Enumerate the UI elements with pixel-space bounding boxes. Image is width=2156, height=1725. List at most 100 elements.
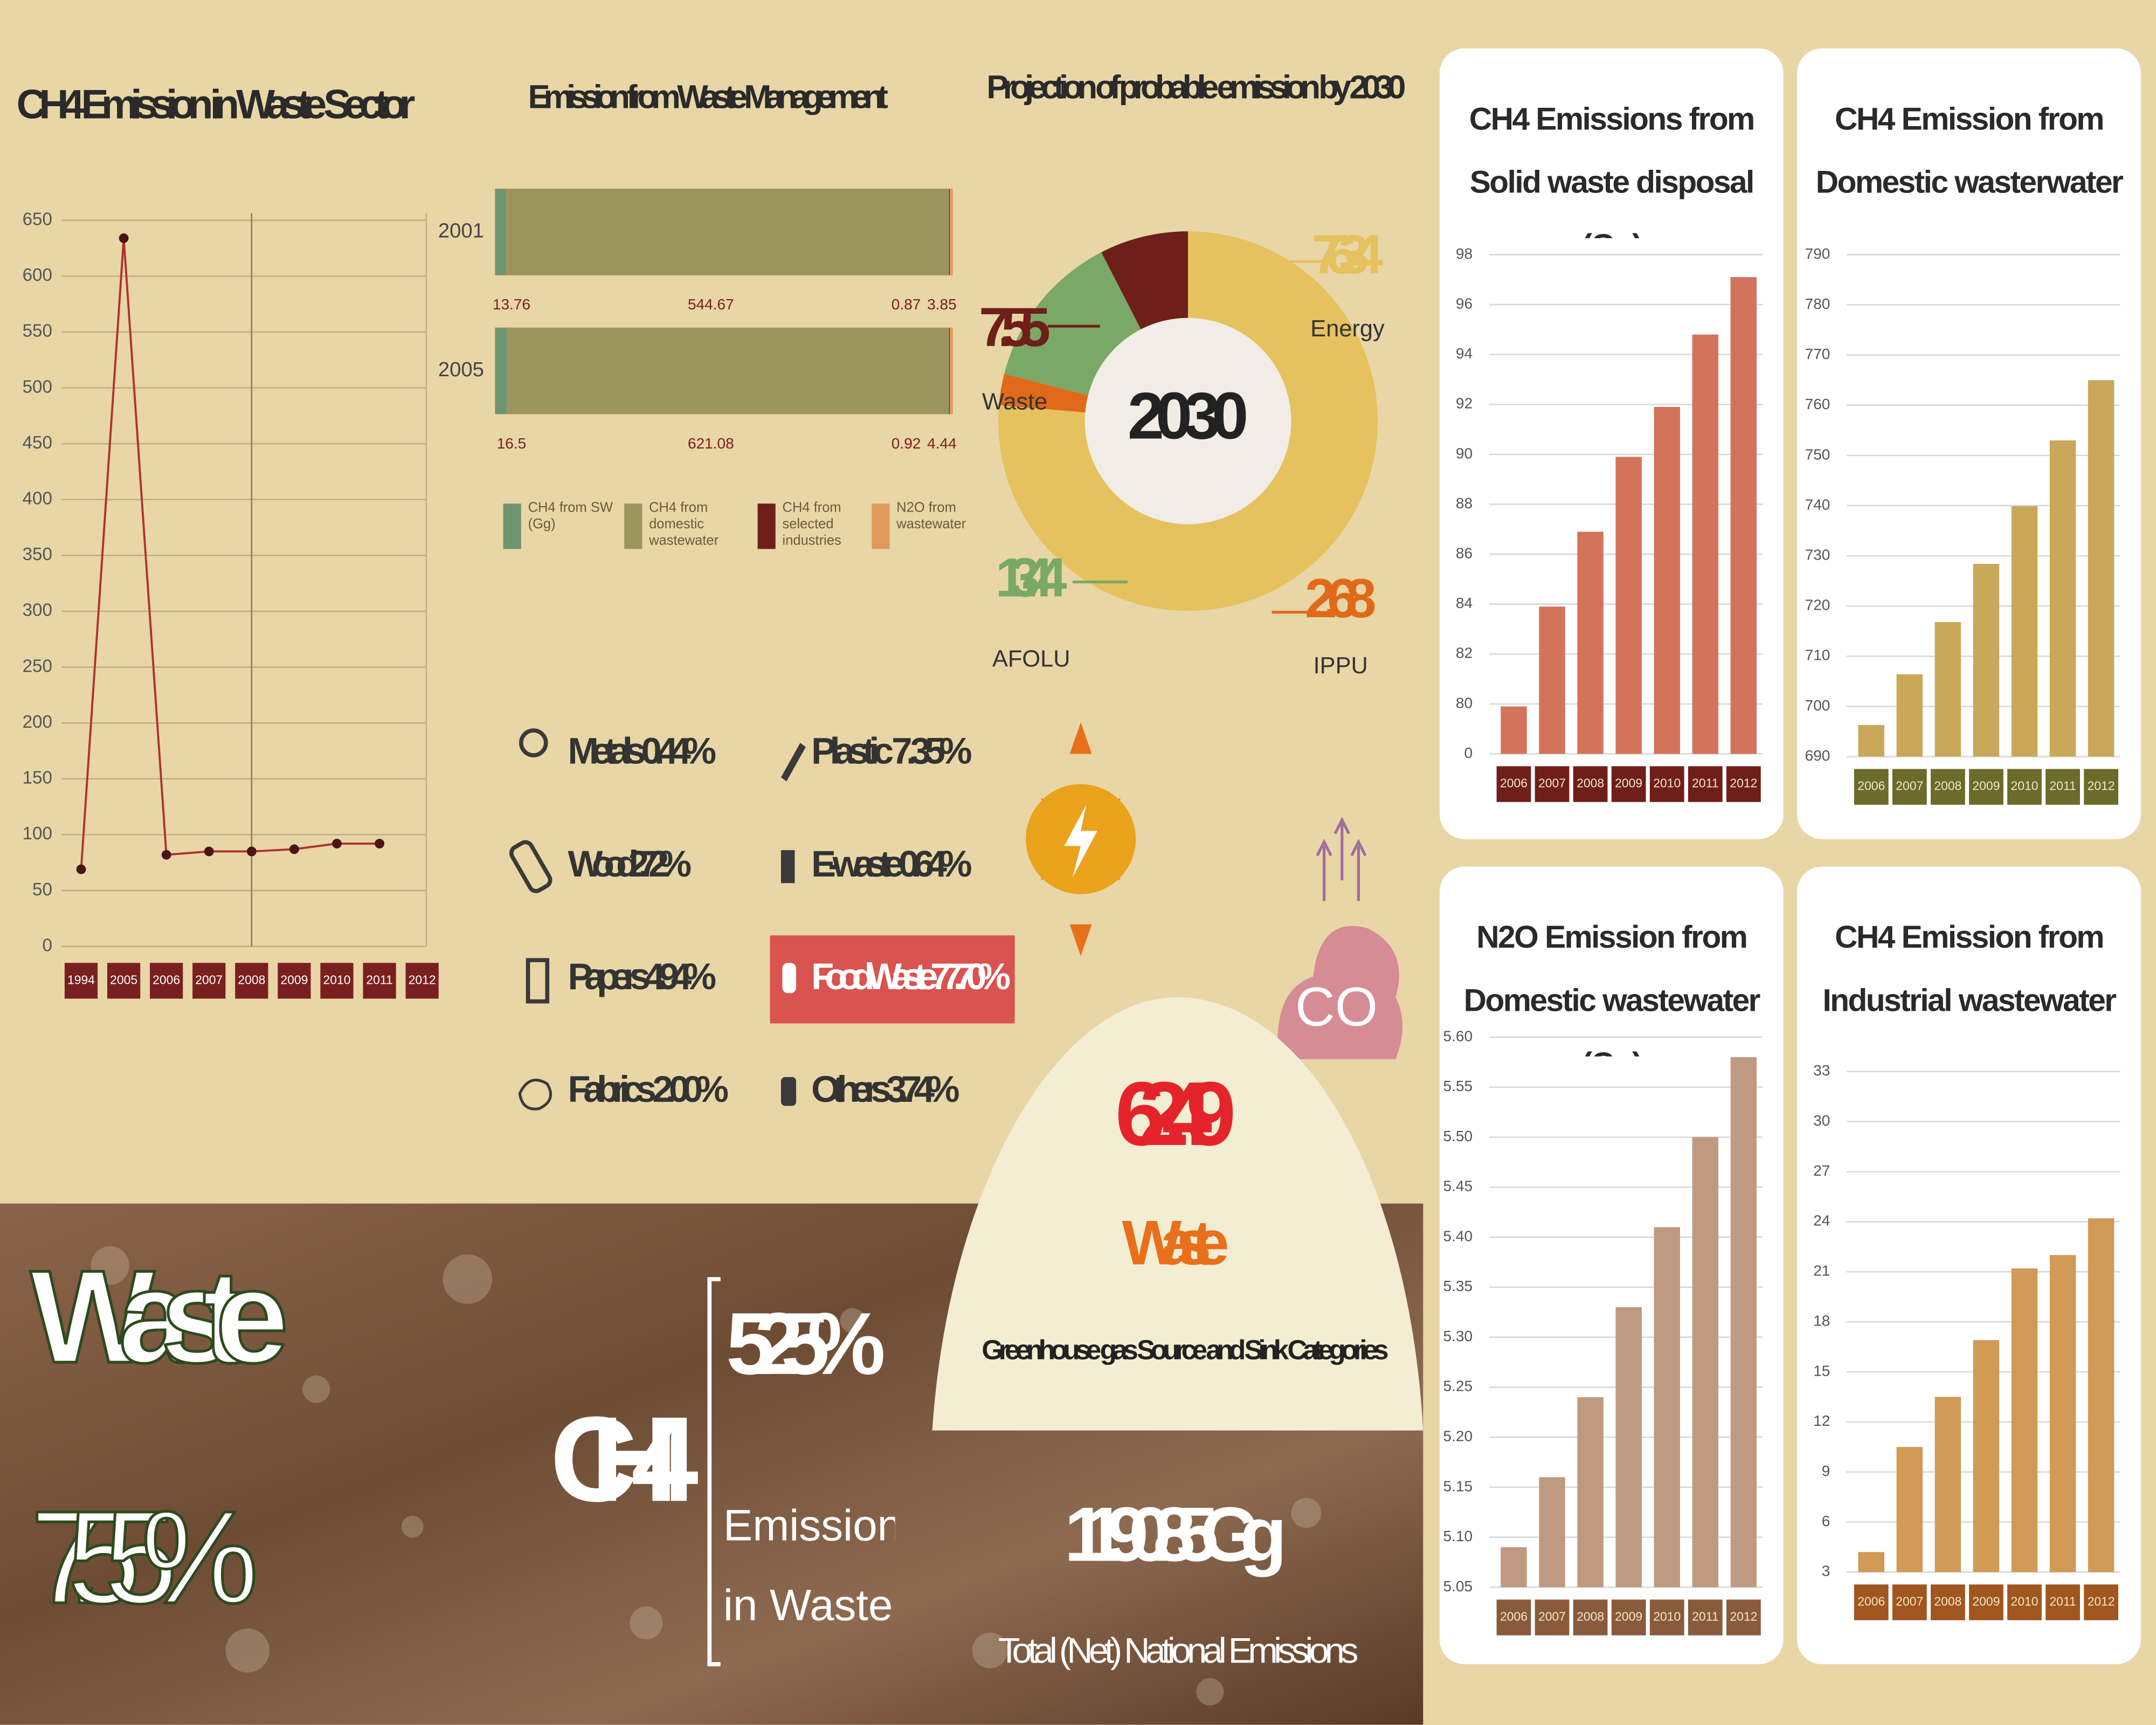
center-label: 2030 — [1128, 378, 1248, 452]
gas-caption-box: Emission in Waste (%) — [723, 1500, 895, 1630]
x-tick-label: 2008 — [1577, 776, 1604, 790]
x-tick-label: 2012 — [2088, 779, 2115, 793]
cloud-label: CO — [1295, 976, 1378, 1037]
chart-title-box: CH4 Emissions from Solid waste disposal … — [1469, 101, 1755, 238]
y-tick-label: 12 — [1813, 1412, 1830, 1429]
dome — [932, 997, 1423, 1431]
sun-icon — [1026, 722, 1136, 956]
y-tick-label: 400 — [23, 488, 52, 508]
y-tick-label: 5.45 — [1443, 1178, 1473, 1195]
donut-slice — [1101, 231, 1188, 329]
x-tick-label: 2011 — [1692, 776, 1718, 790]
x-tick-box — [1649, 766, 1684, 802]
y-tick-label: 0 — [1464, 744, 1473, 761]
bar — [1692, 1137, 1719, 1588]
x-tick-box — [2007, 1584, 2042, 1620]
x-tick-label: 2009 — [1972, 779, 2000, 793]
x-tick-box — [1688, 1599, 1723, 1636]
x-tick-box — [1535, 766, 1570, 802]
marker — [289, 844, 299, 854]
legend-label-box: CH4 from SW (Gg) — [528, 501, 613, 533]
composition-item: Wood 2.72% — [568, 843, 692, 885]
y-tick-label: 5.40 — [1443, 1227, 1473, 1244]
x-tick-box — [2046, 1584, 2080, 1620]
y-tick-label: 450 — [23, 433, 52, 453]
y-tick-label: 2005 — [438, 358, 484, 381]
x-tick-label: 2008 — [238, 972, 265, 986]
chart-title: CH4 Emission in Waste Sector — [17, 82, 416, 128]
chart-title: CH4 Emission from Industrial wastewater — [1822, 919, 2117, 1018]
x-tick-label: 2007 — [1896, 1595, 1923, 1609]
chart-title: Projection of probable emission by 2030 — [986, 68, 1406, 105]
composition-icons — [509, 728, 806, 1110]
x-tick-label: 2010 — [2010, 1595, 2038, 1609]
chart-title-box: CH4 Emission from Industrial wastewater — [1822, 919, 2117, 1018]
y-tick-label: 350 — [23, 544, 52, 564]
y-tick-label: 90 — [1456, 445, 1473, 461]
gas-caption: Emission in Waste (%) — [723, 1500, 895, 1630]
y-tick-label: 96 — [1456, 295, 1473, 312]
y-tick-label: 27 — [1813, 1162, 1830, 1179]
x-tick-box — [1649, 1599, 1684, 1636]
y-tick-label: 15 — [1813, 1362, 1830, 1379]
share-name: Waste — [30, 1243, 289, 1390]
y-tick-label: 5.60 — [1443, 1027, 1473, 1044]
marker — [204, 846, 214, 857]
y-tick-label: 2001 — [438, 219, 484, 242]
bar — [1615, 457, 1642, 754]
chart-title-box: N2O Emission from Domestic wastewater (G… — [1464, 919, 1761, 1057]
bar — [1577, 1397, 1604, 1588]
y-tick-label: 88 — [1456, 495, 1473, 512]
bar — [1934, 1397, 1961, 1572]
y-tick-label: 5.50 — [1443, 1128, 1473, 1144]
y-tick-label: 94 — [1456, 345, 1473, 362]
x-tick-label: 2008 — [1934, 1595, 1961, 1609]
bar — [1577, 532, 1604, 754]
bar — [1896, 674, 1923, 757]
y-tick-label: 18 — [1813, 1312, 1830, 1329]
data-label: 7.55 — [979, 296, 1051, 358]
x-tick-label: 2010 — [1653, 1610, 1681, 1624]
data-label: 13.44 — [996, 547, 1067, 609]
x-tick-box — [1496, 1599, 1531, 1636]
data-label: 76.34 — [1312, 224, 1384, 285]
x-tick-box — [1573, 766, 1608, 802]
bar — [1896, 1447, 1923, 1572]
legend-label-box: N2O from wastewater — [896, 501, 966, 533]
x-tick-label: 2010 — [323, 972, 350, 986]
x-tick-box — [1930, 1584, 1965, 1620]
x-tick-label: 2009 — [1615, 776, 1642, 790]
data-label: 4.44 — [927, 435, 957, 452]
y-tick-label: 82 — [1456, 645, 1473, 661]
category-label: Waste — [982, 389, 1047, 415]
y-tick-label: 770 — [1805, 346, 1830, 362]
y-tick-label: 5.55 — [1443, 1078, 1473, 1094]
x-tick-label: 2006 — [1500, 776, 1528, 790]
x-tick-box — [1969, 769, 2003, 805]
y-tick-label: 690 — [1805, 747, 1830, 764]
x-tick-box — [2084, 769, 2119, 805]
y-tick-label: 9 — [1822, 1462, 1830, 1479]
data-label: 2.68 — [1305, 568, 1377, 629]
bar — [1973, 564, 2000, 757]
x-tick-box — [107, 963, 141, 999]
donut-slice — [1004, 252, 1141, 396]
y-tick-label: 150 — [23, 768, 52, 788]
x-tick-box — [278, 963, 311, 999]
x-tick-box — [1496, 766, 1531, 802]
x-tick-label: 2006 — [1500, 1610, 1528, 1624]
x-tick-box — [192, 963, 226, 999]
legend-label-box: CH4 from selected industries — [783, 501, 841, 549]
bracket — [707, 1277, 721, 1667]
x-tick-label: 2006 — [153, 972, 180, 986]
y-tick-label: 600 — [23, 265, 52, 285]
bar-segment — [949, 327, 953, 415]
composition-item: Papers 4.94% — [568, 956, 717, 997]
y-tick-label: 650 — [23, 209, 52, 229]
legend-swatch — [503, 503, 521, 549]
x-tick-box — [1930, 769, 1965, 805]
y-tick-label: 0 — [42, 935, 52, 955]
x-tick-box — [320, 963, 354, 999]
gas-value: 5.25% — [726, 1294, 886, 1393]
y-tick-label: 3 — [1822, 1563, 1830, 1579]
